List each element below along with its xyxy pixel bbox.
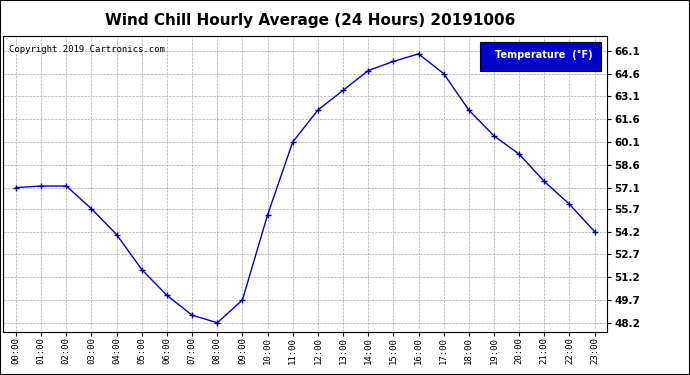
FancyBboxPatch shape (480, 42, 601, 71)
Text: Wind Chill Hourly Average (24 Hours) 20191006: Wind Chill Hourly Average (24 Hours) 201… (106, 13, 515, 28)
Text: Temperature  (°F): Temperature (°F) (495, 50, 593, 60)
Text: Copyright 2019 Cartronics.com: Copyright 2019 Cartronics.com (10, 45, 166, 54)
